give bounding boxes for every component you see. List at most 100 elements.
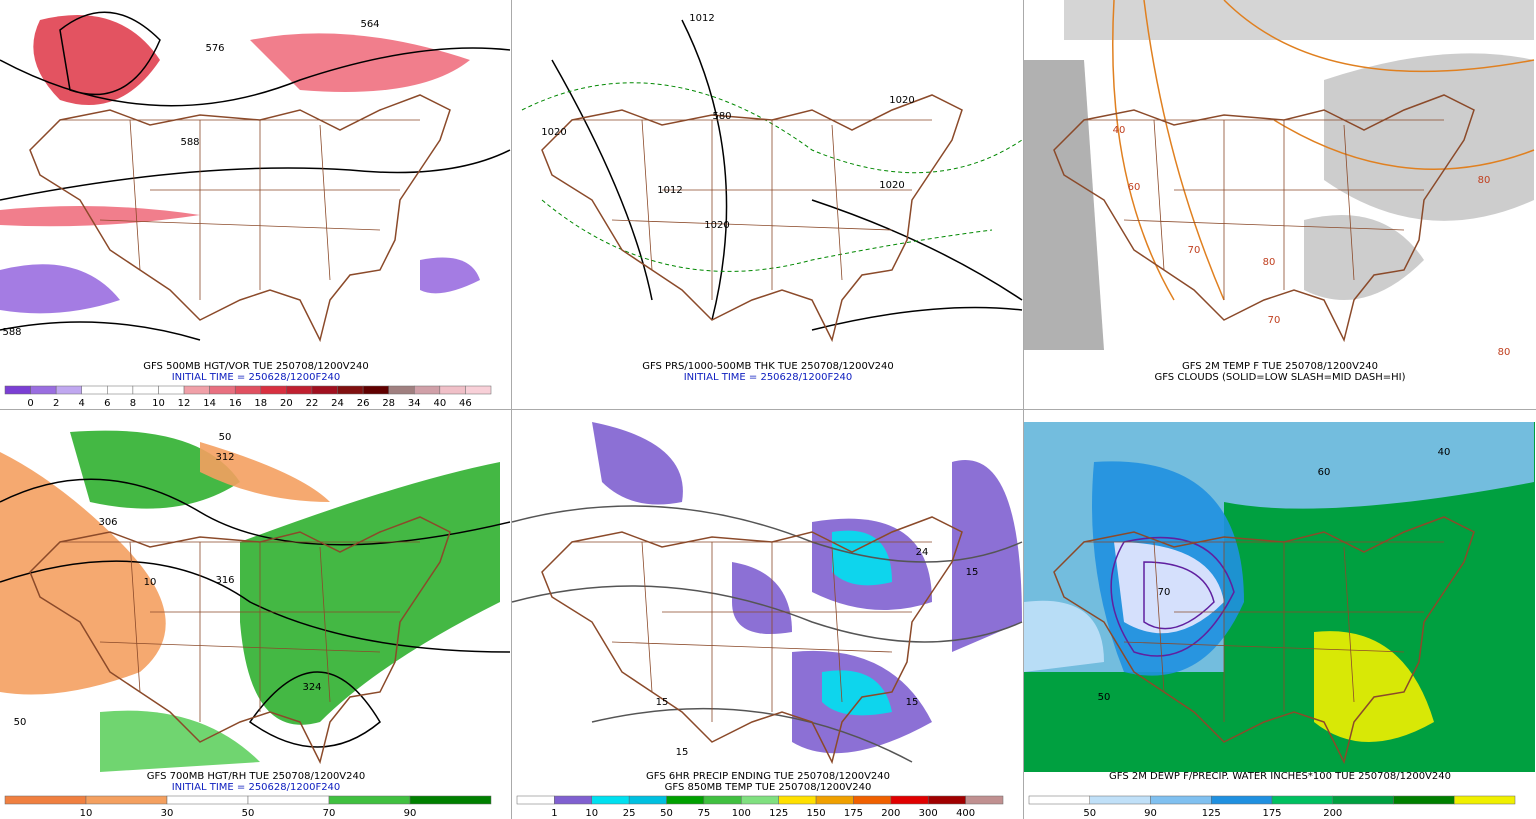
colorbar-label: 12 — [178, 398, 191, 409]
colorbar-swatch — [234, 385, 262, 395]
map-label: 80 — [1498, 347, 1511, 358]
colorbar-label: 22 — [306, 398, 319, 409]
colorbar-label: 1 — [551, 808, 557, 819]
colorbar-swatch — [1332, 795, 1394, 805]
map-shading — [70, 430, 240, 509]
colorbar-label: 90 — [404, 808, 417, 819]
map-label: 60 — [1128, 182, 1141, 193]
map-label: 1020 — [541, 127, 566, 138]
colorbar-label: 150 — [807, 808, 826, 819]
state-borders — [60, 119, 420, 300]
map-label: 576 — [205, 43, 224, 54]
map-shading — [1314, 631, 1434, 742]
map-label: 15 — [676, 747, 689, 758]
colorbar-swatch — [247, 795, 330, 805]
panel: 50 60 70 40 GFS 2M DEWP F/PRECIP. WATER INCH… — [1024, 422, 1535, 819]
colorbar-swatch — [30, 385, 57, 395]
panel: 15 15 15 24 15 GFS 6HR PRECIP ENDING TUE 2507… — [511, 422, 1023, 819]
map-label: 1012 — [657, 185, 682, 196]
map: 1012 1020 1012 1020 1020 1020 580 — [512, 0, 1023, 350]
coastline — [1053, 94, 1475, 343]
colorbar-swatch — [965, 795, 1004, 805]
map: 15 15 15 24 15 — [511, 422, 1023, 772]
colorbar-swatch — [703, 795, 742, 805]
colorbar-label: 70 — [323, 808, 336, 819]
map-shading — [0, 206, 200, 227]
contour — [1112, 0, 1535, 301]
contour — [551, 19, 1023, 331]
map-label: 60 — [1318, 467, 1331, 478]
map-label: 50 — [219, 432, 232, 443]
map-shading — [0, 452, 166, 695]
map-label: 80 — [1478, 175, 1491, 186]
coastline — [29, 94, 451, 343]
colorbar-swatch — [1393, 795, 1455, 805]
map-label: 24 — [916, 547, 929, 558]
colorbar-swatch — [1271, 795, 1333, 805]
colorbar-label: 50 — [660, 808, 673, 819]
map-label: 588 — [180, 137, 199, 148]
map-shading — [822, 670, 892, 716]
map-label: 80 — [1263, 257, 1276, 268]
colorbar-swatch — [337, 385, 364, 395]
colorbar-label: 125 — [769, 808, 788, 819]
colorbar-label: 50 — [1083, 808, 1096, 819]
state-borders — [572, 541, 932, 722]
contour — [521, 82, 1023, 272]
state-borders — [572, 119, 932, 300]
caption: GFS PRS/1000-500MB THK TUE 250708/1200V2… — [642, 361, 894, 372]
map-label: 312 — [215, 452, 234, 463]
colorbar-label: 6 — [104, 398, 110, 409]
map-label: 40 — [1438, 447, 1451, 458]
colorbar-label: 4 — [79, 398, 85, 409]
colorbar-swatch — [311, 385, 338, 395]
colorbar-swatch — [1454, 795, 1516, 805]
map-shading — [952, 460, 1022, 652]
colorbar-swatch — [853, 795, 892, 805]
map-label: 70 — [1188, 245, 1201, 256]
map-shading — [1024, 60, 1104, 350]
caption: INITIAL TIME = 250628/1200F240 — [172, 372, 341, 383]
map-label: 10 — [144, 577, 157, 588]
map-label: 588 — [2, 327, 21, 338]
colorbar-swatch — [166, 795, 249, 805]
colorbar-swatch — [388, 385, 415, 395]
colorbar-swatch — [328, 795, 411, 805]
colorbar-swatch — [55, 385, 82, 395]
map-label: 1020 — [889, 95, 914, 106]
caption: GFS 6HR PRECIP ENDING TUE 250708/1200V24… — [646, 771, 890, 782]
colorbar-swatch — [927, 795, 966, 805]
colorbar-swatch — [183, 385, 210, 395]
colorbar-label: 400 — [956, 808, 975, 819]
map-label: 15 — [906, 697, 919, 708]
colorbar-label: 34 — [408, 398, 421, 409]
colorbar-label: 25 — [623, 808, 636, 819]
colorbar-label: 300 — [919, 808, 938, 819]
colorbar-label: 2 — [53, 398, 59, 409]
map-shading — [33, 15, 161, 105]
state-borders — [60, 541, 420, 722]
coastline — [541, 516, 963, 765]
colorbar-label: 28 — [382, 398, 395, 409]
map-shading — [100, 710, 260, 772]
map-label: 564 — [360, 19, 379, 30]
colorbar-swatch — [4, 385, 31, 395]
colorbar-swatch — [439, 385, 466, 395]
colorbar-label: 175 — [844, 808, 863, 819]
panel: 1012 1020 1012 1020 1020 1020 580 GFS PRS/1000-… — [512, 0, 1023, 383]
colorbar-swatch — [414, 385, 441, 395]
map-shading — [240, 462, 500, 725]
map-shading — [592, 422, 683, 505]
map-label: 316 — [215, 575, 234, 586]
colorbar-label: 100 — [732, 808, 751, 819]
colorbar-label: 200 — [1323, 808, 1342, 819]
map-label: 580 — [712, 111, 731, 122]
map-shading — [1064, 0, 1534, 40]
colorbar-label: 10 — [585, 808, 598, 819]
colorbar-label: 14 — [203, 398, 216, 409]
contour — [0, 478, 511, 748]
caption: GFS 850MB TEMP TUE 250708/1200V240 — [665, 782, 872, 793]
map-label: 1012 — [689, 13, 714, 24]
colorbar-swatch — [890, 795, 929, 805]
